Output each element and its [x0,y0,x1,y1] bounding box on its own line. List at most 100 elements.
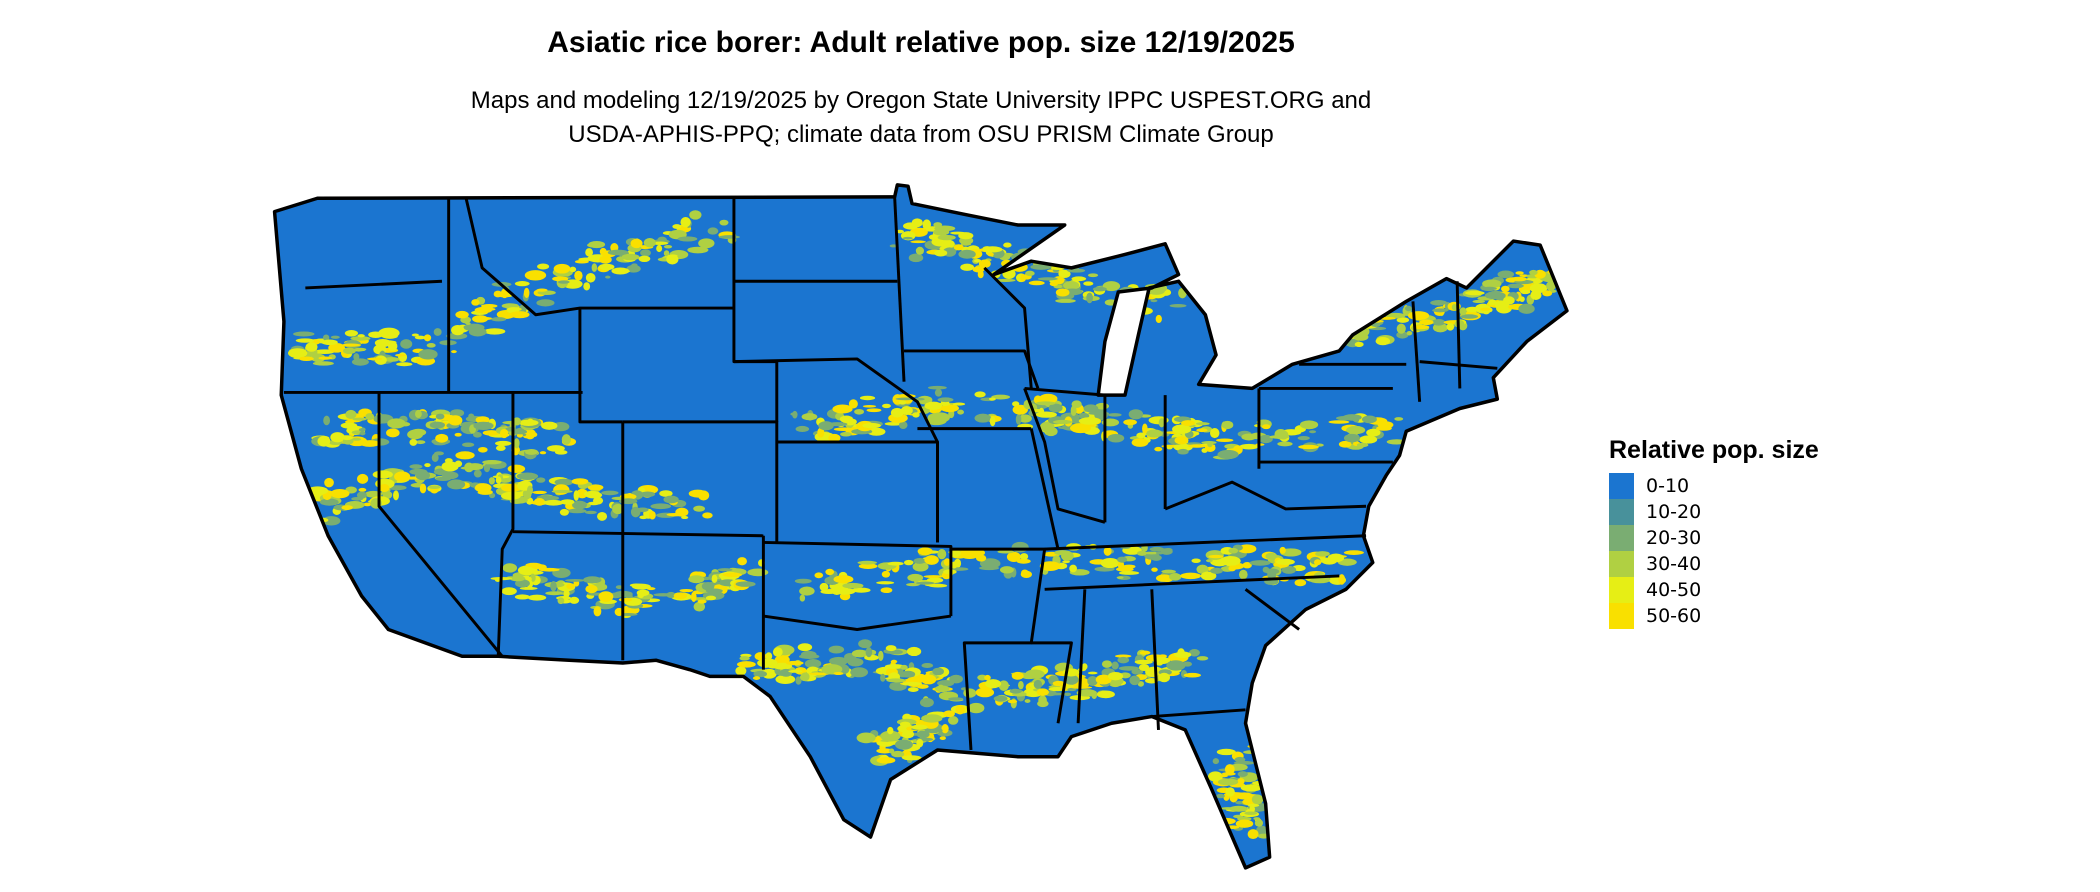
hotspot-patch [1150,554,1162,561]
hotspot-patch [1520,289,1531,295]
hotspot-patch [1038,695,1047,706]
hotspot-patch [612,503,624,515]
hotspot-patch [493,290,503,298]
hotspot-patch [1169,303,1187,308]
hotspot-patch [1039,421,1055,433]
legend-item: 20-30 [1609,525,1819,551]
hotspot-patch [1015,414,1022,425]
hotspot-patch [833,575,854,584]
hotspot-patch [1028,280,1045,286]
hotspot-patch [797,643,813,652]
hotspot-patch [409,438,418,446]
hotspot-patch [963,688,977,698]
hotspot-patch [825,568,835,576]
us-outline [272,183,1569,870]
hotspot-patch [688,489,707,498]
hotspot-patch [1021,673,1037,680]
hotspot-patch [1142,551,1161,555]
hotspot-patch [1129,675,1140,686]
hotspot-patch [957,409,964,415]
hotspot-patch [1086,292,1093,304]
hotspot-patch [1118,666,1140,671]
hotspot-patch [372,470,393,479]
hotspot-patch [985,679,1002,689]
hotspot-patch [687,246,709,254]
hotspot-patch [735,666,747,676]
hotspot-patch [679,588,694,593]
hotspot-patch [1101,660,1112,668]
hotspot-patch [1237,778,1245,785]
hotspot-patch [466,463,484,471]
hotspot-patch [1024,699,1031,704]
hotspot-patch [545,591,564,596]
hotspot-patch [903,559,914,566]
hotspot-patch [593,606,602,617]
hotspot-patch [851,649,868,658]
hotspot-patch [788,669,803,673]
hotspot-patch [663,250,670,257]
hotspot-patch [1207,771,1223,782]
hotspot-patch [1216,748,1236,756]
hotspot-patch [1529,283,1548,294]
hotspot-patch [352,417,367,421]
hotspot-patch [516,472,539,480]
hotspot-patch [499,428,509,439]
hotspot-patch [705,588,723,594]
hotspot-patch [1497,270,1515,279]
hotspot-patch [1062,560,1071,564]
hotspot-patch [1446,323,1455,331]
hotspot-patch [886,678,907,683]
hotspot-patch [605,275,611,279]
hotspot-patch [933,228,950,236]
hotspot-patch [527,594,547,601]
hotspot-patch [1058,269,1071,279]
hotspot-patch [1343,550,1364,555]
hotspot-patch [1196,428,1208,433]
hotspot-patch [1251,794,1264,805]
hotspot-patch [937,549,947,560]
hotspot-patch [1480,307,1491,311]
hotspot-patch [573,490,579,501]
hotspot-patch [1515,271,1524,275]
state-border [763,540,953,617]
hotspot-patch [656,244,663,253]
hotspot-patch [465,322,471,326]
hotspot-patch [557,280,570,284]
hotspot-patch [1546,281,1556,291]
hotspot-patch [799,673,810,681]
hotspot-patch [411,333,419,337]
hotspot-patch [1081,663,1088,670]
hotspot-patch [323,334,330,341]
hotspot-patch [651,241,669,246]
hotspot-patch [305,342,318,352]
hotspot-patch [359,431,366,436]
hotspot-patch [681,515,689,520]
hotspot-patch [618,597,633,602]
hotspot-patch [1006,551,1021,563]
hotspot-patch [880,730,901,742]
hotspot-patch [513,429,528,435]
hotspot-patch [591,263,598,272]
hotspot-patch [1210,567,1223,574]
hotspot-patch [295,338,315,343]
hotspot-patch [1315,551,1330,557]
hotspot-patch [795,676,802,685]
hotspot-patch [553,263,571,274]
hotspot-patch [598,591,614,602]
hotspot-patch [586,242,599,248]
hotspot-patch [735,581,756,587]
hotspot-patch [862,422,881,429]
subtitle-line-1: Maps and modeling 12/19/2025 by Oregon S… [470,87,1372,114]
hotspot-patch [691,591,697,603]
hotspot-patch [1069,564,1077,573]
hotspot-patch [818,421,834,431]
hotspot-patch [1083,281,1094,286]
hotspot-patch [584,510,597,515]
hotspot-patch [1358,314,1369,326]
hotspot-patch [351,496,364,501]
hotspot-patch [722,572,743,578]
hotspot-patch [693,505,705,512]
hotspot-patch [1338,574,1346,585]
state-border [512,530,764,538]
